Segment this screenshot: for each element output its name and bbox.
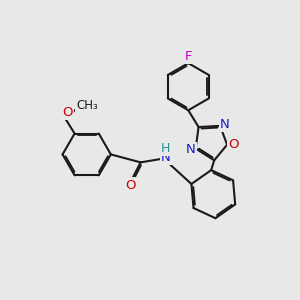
Text: CH₃: CH₃ (76, 99, 98, 112)
Text: N: N (220, 118, 230, 131)
Text: O: O (228, 138, 238, 151)
Text: N: N (186, 143, 196, 157)
Text: O: O (126, 178, 136, 191)
Text: F: F (184, 50, 192, 63)
Text: N: N (161, 151, 170, 164)
Text: H: H (161, 142, 170, 155)
Text: O: O (62, 106, 73, 119)
